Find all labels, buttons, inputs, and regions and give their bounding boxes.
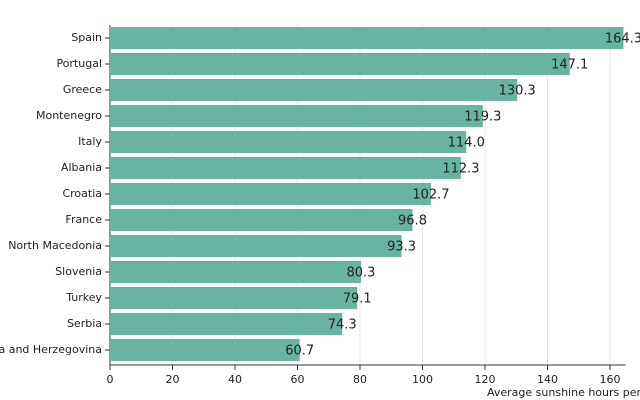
value-label: 79.1: [343, 292, 372, 307]
bar: [110, 157, 461, 179]
bar: [110, 27, 624, 49]
x-tick-label: 0: [107, 373, 114, 386]
bar: [110, 183, 431, 205]
value-label: 102.7: [412, 188, 449, 203]
x-tick-label: 100: [412, 373, 433, 386]
x-tick-label: 80: [353, 373, 367, 386]
x-tick-label: 40: [228, 373, 242, 386]
bar: [110, 287, 358, 309]
y-tick-label: Montenegro: [36, 109, 102, 122]
y-tick-label: North Macedonia: [8, 239, 102, 252]
value-label: 93.3: [387, 240, 416, 255]
x-tick-label: 20: [166, 373, 180, 386]
value-label: 112.3: [442, 162, 479, 177]
y-tick-label: France: [65, 213, 102, 226]
bar: [110, 261, 361, 283]
value-label: 164.3: [605, 32, 640, 47]
x-tick-label: 160: [600, 373, 621, 386]
value-label: 96.8: [398, 214, 427, 229]
y-tick-label: Slovenia: [55, 265, 102, 278]
bar: [110, 79, 518, 101]
y-tick-label: Spain: [71, 31, 102, 44]
x-axis-label: Average sunshine hours per month: [487, 386, 640, 399]
bar: [110, 313, 343, 335]
y-tick-label: Croatia: [62, 187, 102, 200]
x-tick-label: 140: [537, 373, 558, 386]
x-tick-label: 60: [291, 373, 305, 386]
bar: [110, 131, 467, 153]
value-label: 80.3: [346, 266, 375, 281]
value-label: 60.7: [285, 344, 314, 359]
y-tick-label: Italy: [78, 135, 102, 148]
y-tick-label: Serbia: [67, 317, 102, 330]
bar: [110, 53, 570, 75]
value-label: 114.0: [448, 136, 485, 151]
bar: [110, 339, 300, 361]
bar: [110, 105, 483, 127]
y-tick-label: Portugal: [56, 57, 102, 70]
value-label: 119.3: [464, 110, 501, 125]
value-label: 147.1: [551, 58, 588, 73]
value-label: 74.3: [328, 318, 357, 333]
y-tick-label: Greece: [63, 83, 102, 96]
y-tick-label: Turkey: [65, 291, 102, 304]
bar: [110, 209, 413, 231]
y-tick-label: Albania: [61, 161, 102, 174]
y-tick-label: Bosnia and Herzegovina: [0, 343, 102, 356]
value-label: 130.3: [499, 84, 536, 99]
bar: [110, 235, 402, 257]
x-tick-label: 120: [475, 373, 496, 386]
